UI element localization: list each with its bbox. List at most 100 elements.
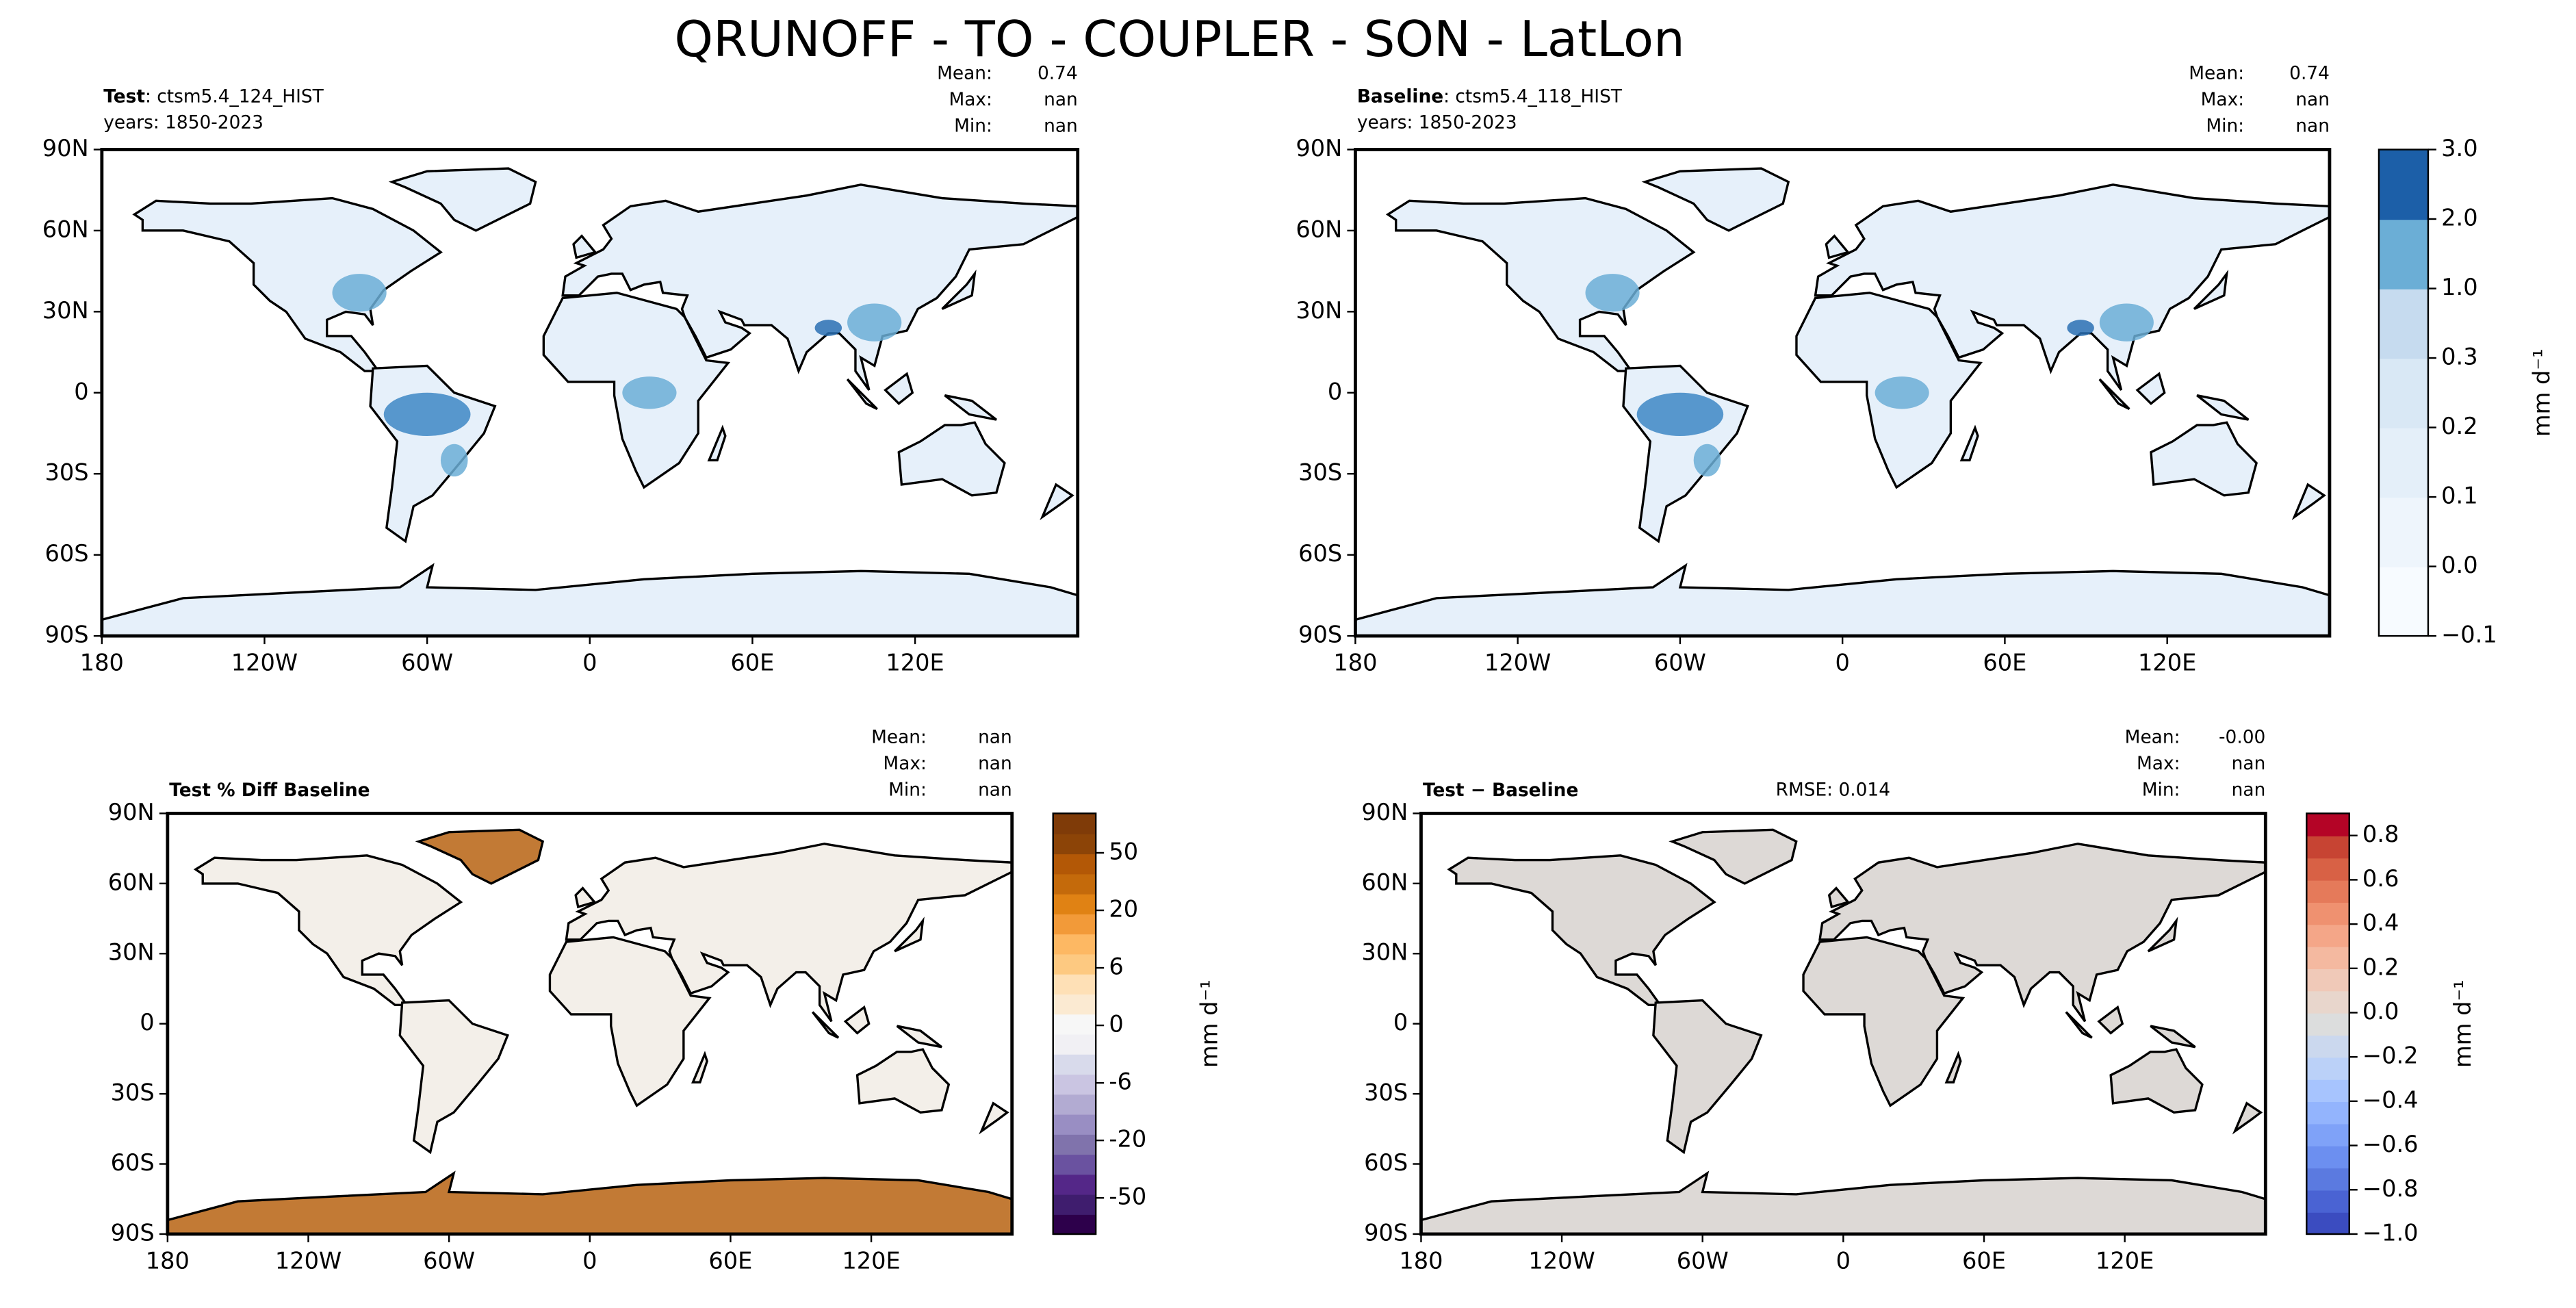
- colorbar-band: [1053, 933, 1096, 955]
- x-tick-label: 120E: [2138, 649, 2196, 676]
- colorbar-tick-label: 3.0: [2441, 135, 2477, 162]
- colorbar-band: [2378, 288, 2428, 359]
- stat-label: Max:: [2137, 753, 2180, 774]
- stat-label: Min:: [2142, 779, 2180, 800]
- y-tick-label: 0: [1328, 378, 1342, 405]
- land: [2098, 378, 2130, 411]
- land: [548, 936, 712, 1107]
- colorbar-tick-label: 0.2: [2362, 953, 2399, 980]
- colorbar-tick-label: 0.4: [2362, 910, 2399, 936]
- colorbar-band: [1053, 873, 1096, 895]
- colorbar-unit: mm d⁻¹: [2449, 979, 2476, 1068]
- panel-title: Test: ctsm5.4_124_HIST: [103, 86, 324, 107]
- y-tick-label: 60S: [111, 1149, 155, 1176]
- colorbar-band: [2306, 1079, 2349, 1103]
- land: [398, 999, 509, 1155]
- panel-years: years: 1850-2023: [103, 112, 263, 133]
- stat-value: 0.74: [2289, 63, 2330, 84]
- colorbar-tick-label: 50: [1109, 838, 1138, 864]
- colorbar-band: [2306, 813, 2349, 836]
- colorbar-band: [2378, 497, 2428, 567]
- y-tick-label: 90S: [111, 1219, 155, 1246]
- panel-title: Baseline: ctsm5.4_118_HIST: [1357, 86, 1623, 107]
- land: [415, 828, 545, 885]
- colorbar-tick-label: 0.2: [2441, 413, 2477, 439]
- stat-value: 0.74: [1038, 63, 1078, 84]
- y-tick-label: 30N: [108, 939, 155, 966]
- y-tick-label: 30N: [1361, 939, 1408, 966]
- colorbar-band: [1053, 1153, 1096, 1175]
- land: [1652, 999, 1763, 1155]
- runoff-area: [622, 376, 677, 409]
- y-tick-label: 30N: [1296, 297, 1342, 324]
- land: [1827, 886, 1851, 909]
- colorbar-band: [2306, 1012, 2349, 1036]
- land: [1802, 936, 1966, 1107]
- colorbar-band: [2306, 1167, 2349, 1191]
- y-tick-label: 90S: [45, 621, 89, 648]
- x-tick-label: 0: [1835, 649, 1849, 676]
- x-tick-label: 60W: [401, 649, 453, 676]
- colorbar-band: [2306, 1034, 2349, 1058]
- colorbar-band: [2306, 1211, 2349, 1235]
- figure-title: QRUNOFF - TO - COUPLER - SON - LatLon: [674, 10, 1684, 68]
- land: [2097, 1005, 2124, 1035]
- x-tick-label: 180: [146, 1247, 190, 1274]
- land: [1447, 854, 1716, 1006]
- land: [572, 234, 597, 259]
- colorbar-band: [2306, 1057, 2349, 1080]
- stat-value: nan: [978, 779, 1012, 800]
- stat-value: nan: [2295, 89, 2330, 110]
- stat-label: Min:: [954, 115, 992, 136]
- colorbar-band: [2306, 924, 2349, 947]
- colorbar-band: [2378, 566, 2428, 637]
- colorbar-band: [1053, 1114, 1096, 1135]
- land: [1641, 167, 1790, 232]
- colorbar-band: [1053, 1194, 1096, 1215]
- y-tick-label: 30S: [1364, 1079, 1408, 1106]
- y-tick-label: 90N: [1296, 135, 1342, 162]
- map-panel: 180 120W 60W 0 60E 120E 90N 60N 30N 0 30S 60S 90S Tes…: [108, 726, 1014, 1274]
- stat-label: Max:: [2201, 89, 2244, 110]
- stat-label: Mean:: [937, 63, 992, 84]
- x-tick-label: 0: [582, 1247, 597, 1274]
- x-tick-label: 0: [582, 649, 597, 676]
- colorbar-tick-label: −0.6: [2362, 1131, 2419, 1157]
- runoff-area: [2099, 303, 2154, 342]
- land: [193, 854, 463, 1006]
- y-tick-label: 60N: [1361, 869, 1408, 895]
- y-tick-label: 90S: [1364, 1219, 1408, 1246]
- x-tick-label: 180: [80, 649, 124, 676]
- colorbar-band: [1053, 1174, 1096, 1195]
- colorbar-band: [1053, 1133, 1096, 1155]
- colorbar-band: [2306, 1123, 2349, 1146]
- land: [855, 1048, 951, 1114]
- stat-value: -0.00: [2219, 726, 2265, 747]
- land: [843, 1005, 871, 1035]
- colorbar-frame: [1052, 812, 1097, 1235]
- y-tick-label: 30N: [42, 297, 89, 324]
- x-tick-label: 60W: [1677, 1247, 1729, 1274]
- land: [941, 269, 977, 310]
- colorbar-band: [2306, 1190, 2349, 1213]
- colorbar-tick-label: −0.4: [2362, 1086, 2419, 1113]
- stat-label: Mean:: [871, 726, 927, 747]
- colorbar-band: [1053, 913, 1096, 935]
- colorbar-unit: mm d⁻¹: [1196, 979, 1223, 1068]
- runoff-area: [1636, 392, 1724, 436]
- y-tick-label: 60N: [108, 869, 155, 895]
- colorbar: -50 -20 -6 0 6 20 50 mm d⁻¹: [1052, 812, 1223, 1235]
- colorbar-band: [2306, 1101, 2349, 1125]
- panel-title-rest: : ctsm5.4_124_HIST: [145, 86, 324, 107]
- y-tick-label: 30S: [1298, 459, 1342, 486]
- colorbar-tick-label: −0.2: [2362, 1042, 2419, 1069]
- colorbar-tick-label: 20: [1109, 896, 1138, 923]
- stat-label: Mean:: [2125, 726, 2180, 747]
- panel-title-bold: Baseline: [1357, 86, 1443, 107]
- map-panel: 180 120W 60W 0 60E 120E 90N 60N 30N 0 30S 60S 90S Tes…: [1361, 726, 2267, 1274]
- colorbar-tick-label: 0.0: [2362, 998, 2399, 1025]
- y-tick-label: 60S: [1364, 1149, 1408, 1176]
- colorbar-band: [2378, 358, 2428, 428]
- land: [2150, 1025, 2196, 1049]
